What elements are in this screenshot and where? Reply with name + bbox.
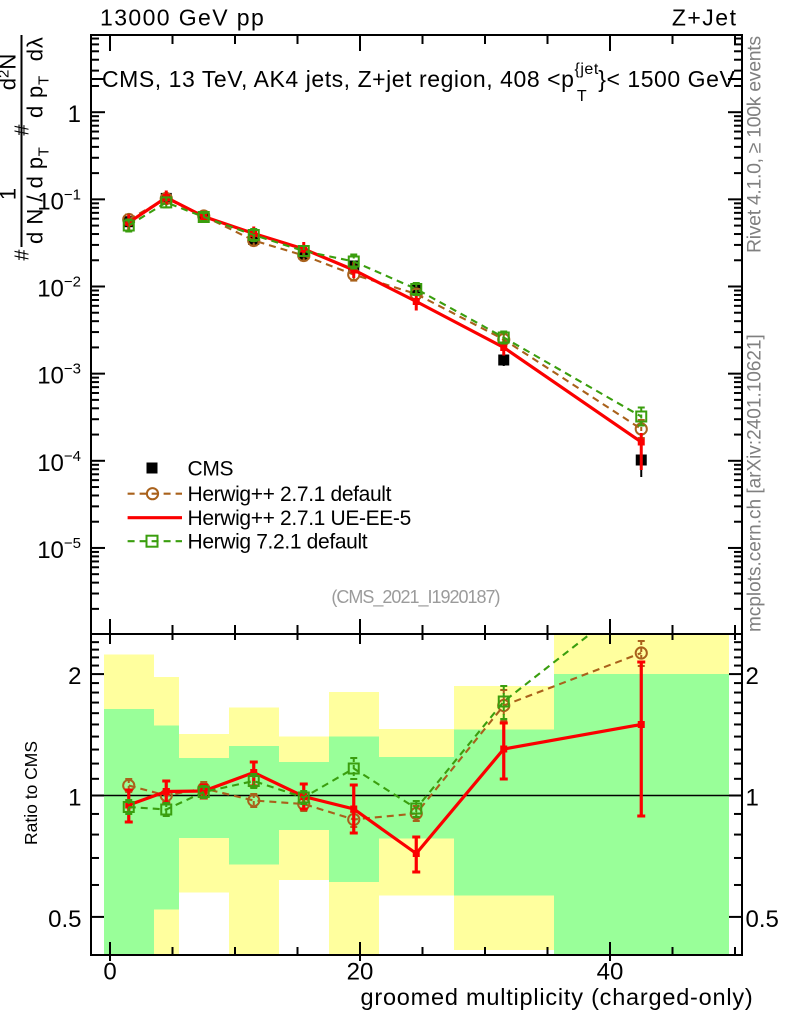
svg-text:0: 0	[103, 958, 116, 985]
svg-text:40: 40	[597, 958, 624, 985]
svg-text:Ratio to CMS: Ratio to CMS	[21, 741, 41, 845]
svg-text:13000 GeV pp: 13000 GeV pp	[100, 5, 265, 31]
svg-text:2: 2	[68, 663, 81, 690]
svg-text:10−3: 10−3	[37, 361, 81, 390]
svg-text:Z+Jet: Z+Jet	[672, 5, 738, 31]
svg-text:1: 1	[0, 188, 21, 200]
svg-text:10−2: 10−2	[37, 274, 81, 303]
svg-text:10−1: 10−1	[37, 186, 81, 215]
svg-text:Herwig 7.2.1 default: Herwig 7.2.1 default	[188, 531, 368, 554]
svg-text:groomed multiplicity (charged-: groomed multiplicity (charged-only)	[361, 984, 754, 1010]
svg-text:Rivet 4.1.0, ≥ 100k events: Rivet 4.1.0, ≥ 100k events	[744, 36, 766, 253]
svg-text:Herwig++ 2.7.1 default: Herwig++ 2.7.1 default	[188, 483, 392, 506]
svg-text:2: 2	[746, 663, 759, 690]
svg-text:CMS: CMS	[188, 458, 234, 481]
svg-text:1: 1	[68, 785, 81, 812]
svg-text:mcplots.cern.ch [arXiv:2401.10: mcplots.cern.ch [arXiv:2401.10621]	[745, 334, 766, 632]
svg-text:0.5: 0.5	[48, 906, 81, 933]
svg-text:(CMS_2021_I1920187): (CMS_2021_I1920187)	[331, 587, 499, 608]
svg-text:d2N: d2N	[0, 54, 21, 90]
svg-text:#: #	[12, 249, 34, 261]
svg-text:#: #	[12, 124, 34, 136]
svg-text:20: 20	[347, 958, 374, 985]
svg-text:0.5: 0.5	[746, 906, 779, 933]
svg-text:Herwig++ 2.7.1 UE-EE-5: Herwig++ 2.7.1 UE-EE-5	[188, 507, 411, 530]
svg-text:1: 1	[746, 785, 759, 812]
svg-text:1: 1	[68, 101, 81, 128]
